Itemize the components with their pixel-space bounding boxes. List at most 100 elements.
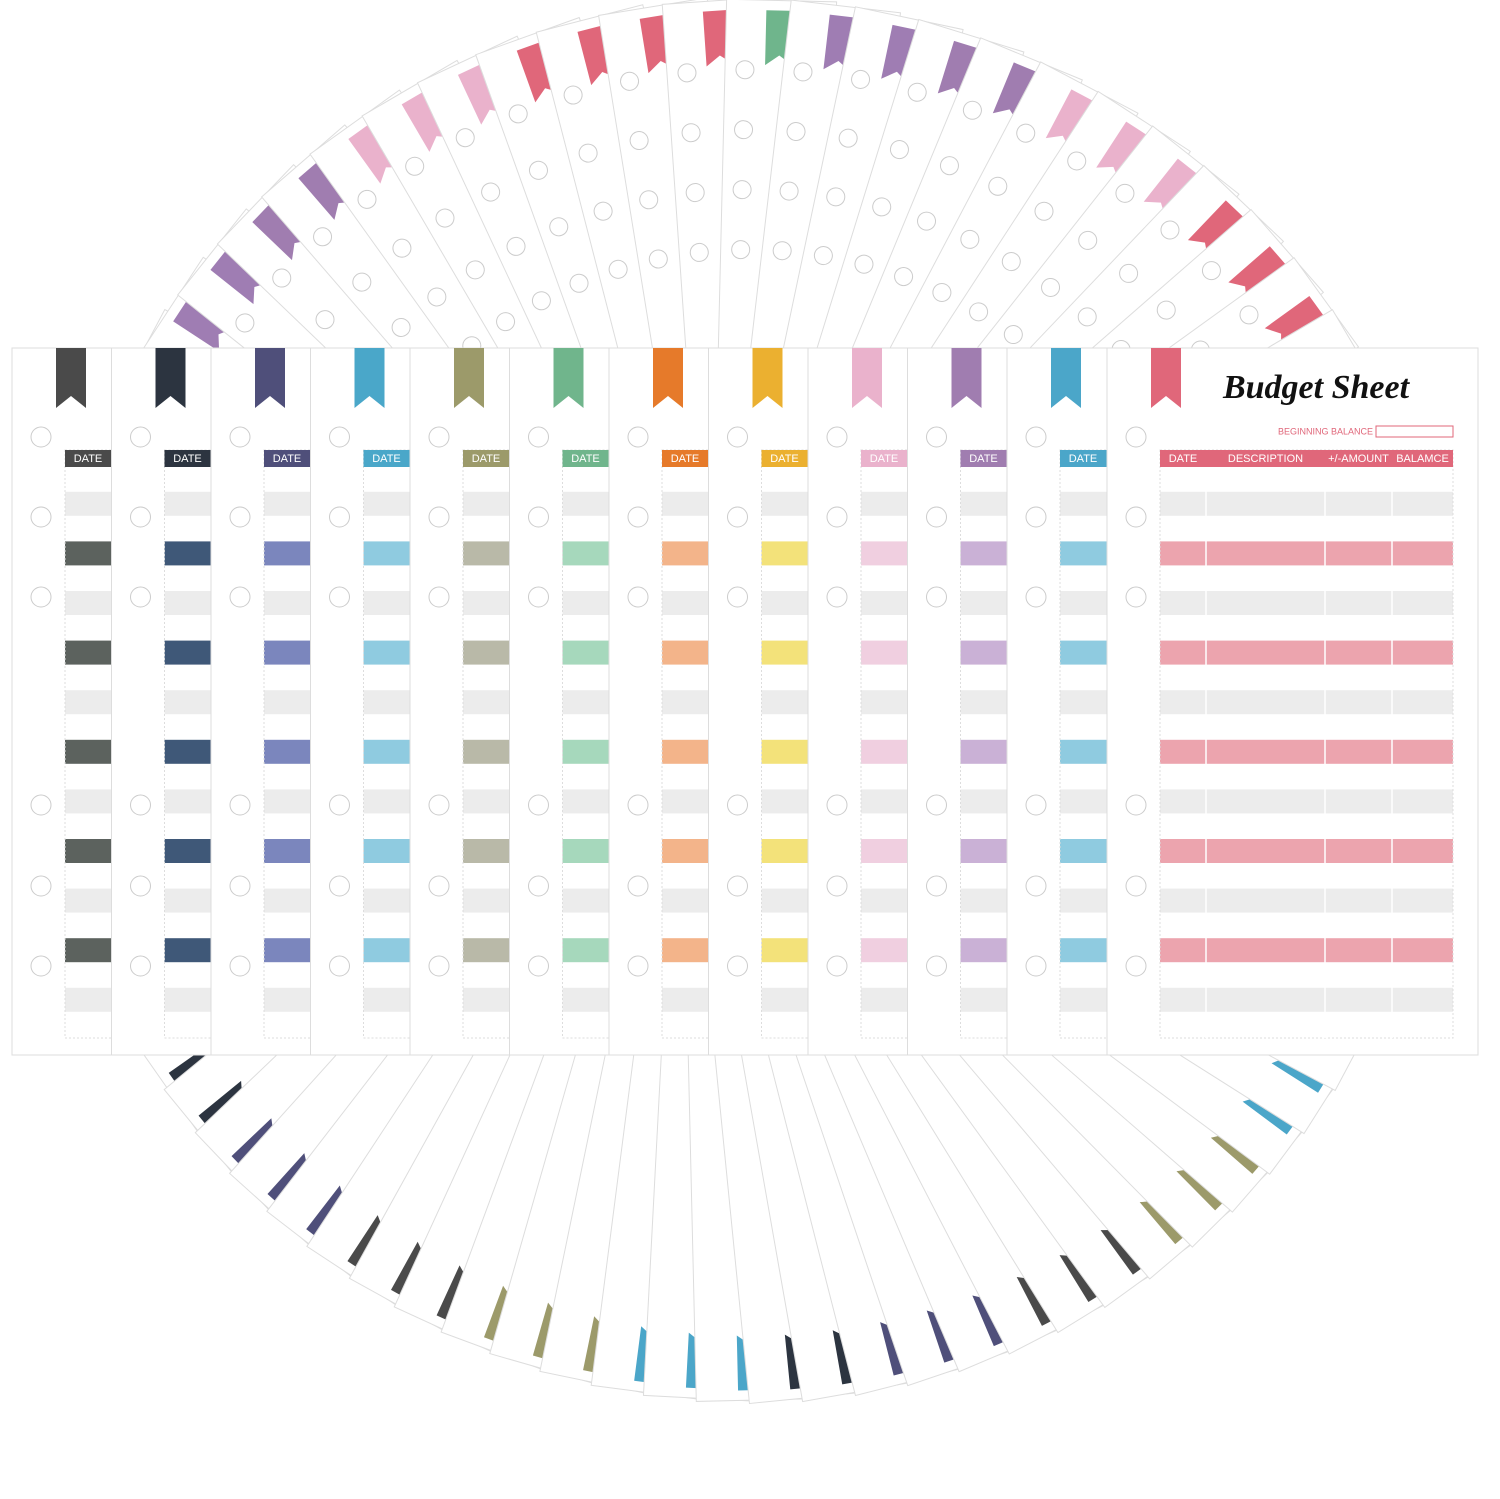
punch-hole	[30, 794, 52, 816]
punch-hole	[779, 181, 799, 201]
table-row	[264, 491, 311, 516]
punch-hole	[608, 259, 628, 279]
table-row	[1060, 690, 1107, 715]
sheet-row: DATE DATE DATE DATE DATE DATE DATE DATE DATE DATE…	[11, 347, 1479, 1056]
punch-hole	[528, 955, 549, 977]
table-row	[264, 888, 311, 913]
table-row	[861, 938, 908, 963]
punch-hole	[130, 875, 151, 897]
sheet-ribbon	[1143, 158, 1200, 220]
header-cell	[861, 450, 908, 467]
table-row	[463, 938, 510, 963]
punch-hole	[1201, 261, 1221, 281]
punch-hole	[988, 176, 1008, 196]
sheet-ribbon	[1151, 348, 1181, 408]
punch-hole	[826, 506, 848, 528]
punch-hole	[1125, 426, 1147, 448]
sheet-ribbon	[937, 40, 981, 102]
punch-hole	[1025, 426, 1047, 448]
table-row	[363, 839, 411, 863]
table-row	[761, 690, 809, 715]
punch-hole	[793, 62, 813, 82]
punch-hole	[826, 794, 848, 816]
punch-hole	[627, 794, 649, 816]
header-cell	[164, 450, 212, 467]
punch-hole	[329, 955, 350, 977]
table-row	[562, 491, 610, 516]
punch-hole	[620, 71, 640, 91]
punch-hole	[1156, 300, 1176, 320]
punch-hole	[357, 189, 377, 209]
punch-hole	[329, 794, 350, 816]
table-row	[861, 839, 908, 863]
punch-hole	[1025, 506, 1047, 528]
sheet-ribbon	[348, 122, 404, 184]
table-row	[761, 640, 809, 665]
sheet-ribbon	[1096, 121, 1150, 183]
table-row	[363, 938, 411, 963]
punch-hole	[851, 69, 871, 89]
punch-hole	[1025, 794, 1047, 816]
table-row	[65, 938, 112, 963]
table-row	[1060, 491, 1107, 516]
punch-hole	[872, 197, 892, 217]
punch-hole	[1125, 794, 1147, 816]
punch-hole	[1078, 230, 1098, 250]
punch-hole	[926, 506, 947, 528]
punch-hole	[627, 506, 649, 528]
table-row	[264, 690, 311, 715]
table-row	[264, 739, 311, 764]
punch-hole	[578, 143, 598, 163]
punch-hole	[352, 272, 372, 292]
header-label: DATE	[372, 453, 401, 465]
table-row	[65, 987, 112, 1012]
sheet-ribbon	[457, 63, 507, 125]
punch-hole	[854, 254, 874, 274]
table-row	[363, 591, 411, 615]
table-row	[463, 640, 510, 665]
sheet-ribbon	[553, 348, 584, 408]
table-row	[65, 640, 112, 665]
punch-hole	[528, 794, 549, 816]
table-row	[662, 591, 709, 615]
punch-hole	[229, 955, 251, 977]
punch-hole	[932, 282, 952, 302]
punch-hole	[838, 128, 858, 148]
table-row	[960, 789, 1008, 814]
table-row	[164, 938, 212, 963]
table-row	[861, 591, 908, 615]
punch-hole	[392, 238, 412, 258]
punch-hole	[569, 273, 589, 293]
sheet-ribbon	[173, 297, 235, 352]
table-row	[1060, 938, 1107, 963]
table-row	[761, 789, 809, 814]
table-row	[761, 591, 809, 615]
punch-hole	[563, 85, 583, 105]
column-header: BALAMCE	[1396, 453, 1449, 465]
table-row	[463, 888, 510, 913]
punch-hole	[629, 131, 649, 151]
punch-hole	[508, 104, 528, 124]
punch-hole	[496, 312, 516, 332]
table-row	[463, 690, 510, 715]
sheet-ribbon	[1228, 246, 1289, 304]
sheet-ribbon	[210, 248, 271, 305]
punch-hole	[727, 875, 748, 897]
header-cell	[1060, 450, 1107, 467]
table-row	[1060, 789, 1107, 814]
punch-hole	[1016, 123, 1036, 143]
punch-hole	[130, 955, 151, 977]
punch-hole	[1077, 307, 1097, 327]
table-row	[264, 541, 311, 566]
punch-hole	[30, 426, 52, 448]
punch-hole	[1041, 277, 1061, 297]
column-header: +/-AMOUNT	[1328, 453, 1389, 465]
table-row	[562, 987, 610, 1012]
table-row	[1060, 987, 1107, 1012]
sheet-title: Budget Sheet	[1222, 369, 1411, 406]
table-row	[164, 987, 212, 1012]
table-row	[562, 541, 610, 566]
punch-hole	[130, 586, 151, 608]
table-row	[562, 888, 610, 913]
